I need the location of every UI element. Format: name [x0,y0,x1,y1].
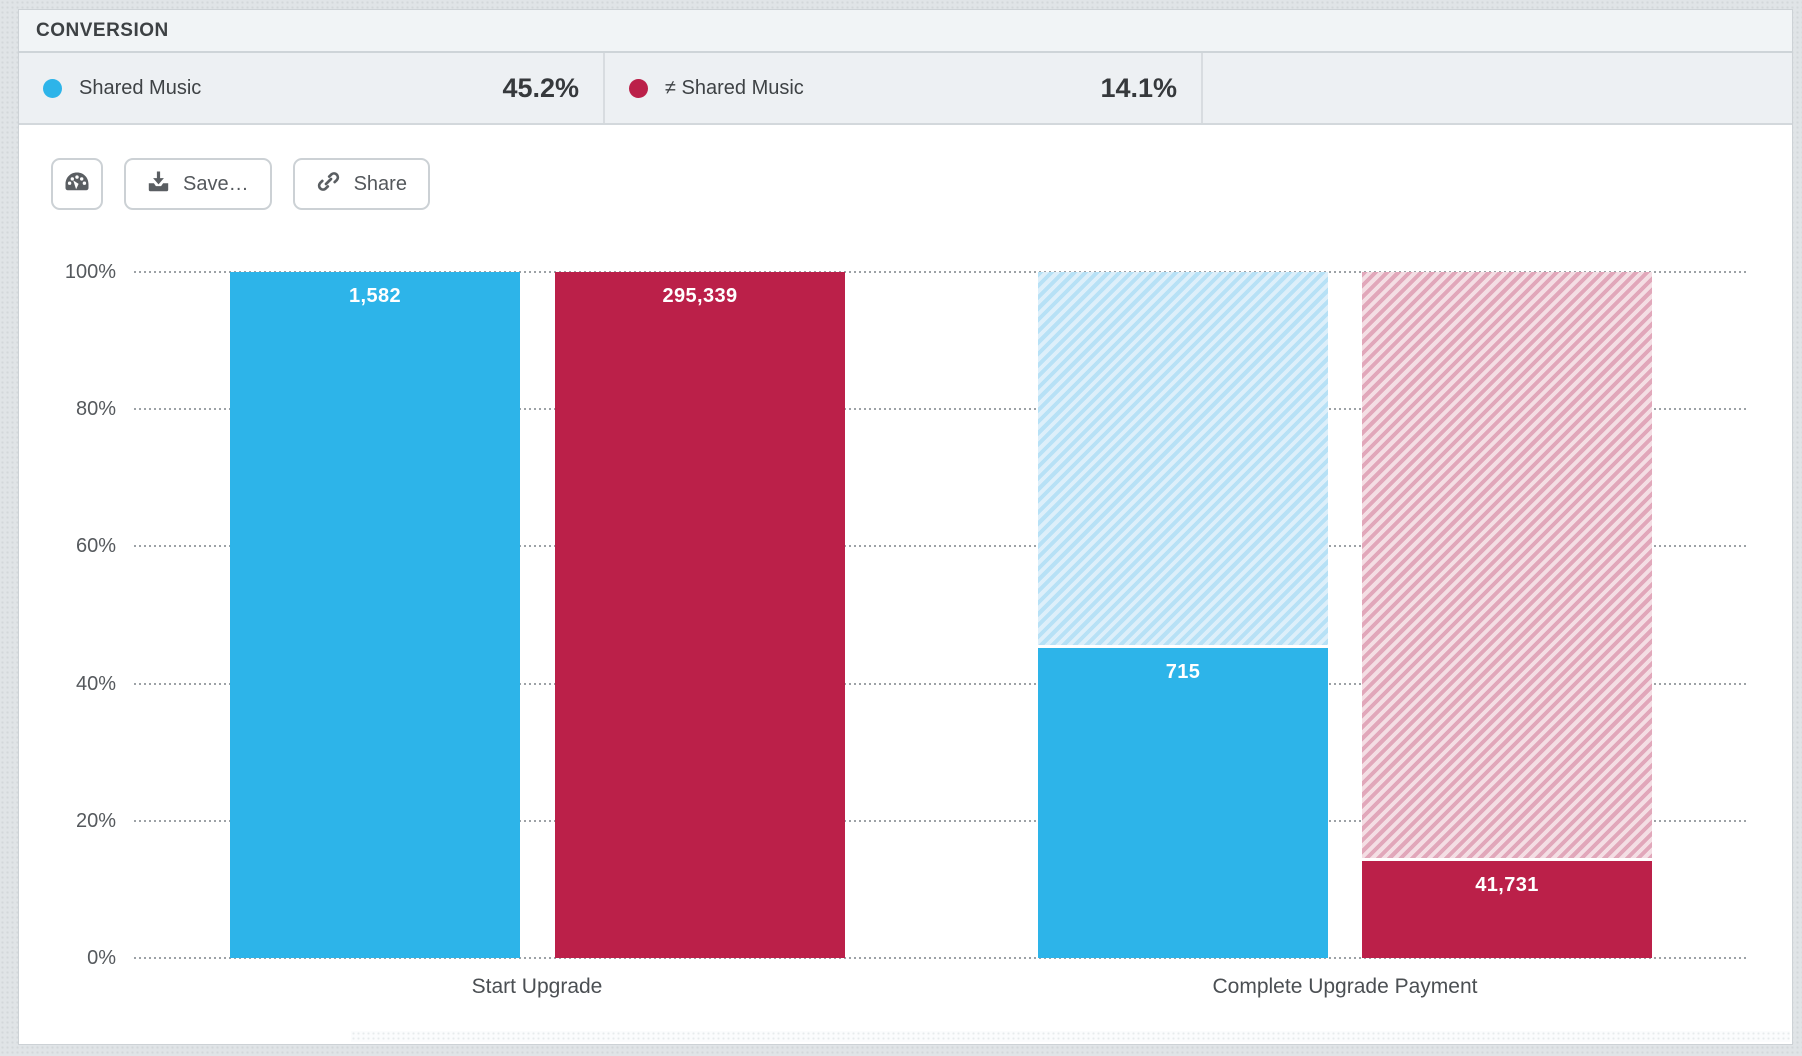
legend-row: Shared Music 45.2% ≠ Shared Music 14.1% [19,53,1792,125]
legend-item-label: ≠ Shared Music [665,76,804,99]
bar-segment[interactable]: 715 [1038,648,1328,958]
bar-remainder-hatch[interactable] [1038,272,1328,645]
share-button-label: Share [353,172,407,195]
legend-item-label: Shared Music [79,76,202,99]
panel-title: CONVERSION [36,19,169,41]
y-axis-tick-label: 0% [87,947,116,969]
link-icon [316,169,341,200]
gridline [134,545,1748,547]
y-axis-tick-label: 40% [75,673,116,695]
bar-segment[interactable]: 41,731 [1362,861,1652,958]
share-button[interactable]: Share [292,158,430,210]
y-axis-tick-label: 100% [64,261,116,283]
legend-color-dot [43,78,62,98]
x-axis-category-label: Complete Upgrade Payment [1212,975,1478,998]
y-axis-tick-label: 60% [75,535,116,557]
download-icon [147,170,170,199]
save-button-label: Save… [183,172,249,195]
bar-value-label: 715 [1165,661,1201,683]
bar-segment[interactable]: 295,339 [555,272,845,958]
gridline [134,408,1748,410]
legend-filler [1203,53,1792,123]
x-axis-category-label: Start Upgrade [471,975,603,998]
bottom-scroll-track[interactable] [351,1031,1790,1042]
legend-conversion-rate: 45.2% [502,72,579,103]
gridline [134,957,1748,959]
plot-area: 100% 80% 60% 40% 20% 0% 1,582 295,339 Start Upgr… [65,261,1748,998]
bar-value-label: 1,582 [348,285,402,307]
bar-value-label: 41,731 [1475,874,1539,896]
y-axis-tick-label: 80% [75,398,116,420]
legend-item[interactable]: ≠ Shared Music 14.1% [605,53,1203,123]
conversion-panel: CONVERSION Shared Music 45.2% ≠ Shared Mus… [18,9,1793,1045]
legend-item[interactable]: Shared Music 45.2% [19,53,605,123]
save-button[interactable]: Save… [124,158,272,210]
bar-remainder-hatch[interactable] [1362,272,1652,858]
bar-segment[interactable]: 1,582 [230,272,520,958]
gridline [134,820,1748,822]
gauge-icon [64,169,90,200]
legend-conversion-rate: 14.1% [1100,72,1177,103]
toolbar: Save… Share [51,158,430,210]
gauge-button[interactable] [51,158,103,210]
y-axis-tick-label: 20% [75,810,116,832]
legend-color-dot [629,78,648,98]
chart-section: Save… Share 100% 80% 60% 40% 20% 0% 1,582 295,3… [19,125,1792,1044]
gridline [134,271,1748,273]
bar-value-label: 295,339 [662,285,738,307]
panel-header: CONVERSION [19,10,1792,53]
gridline [134,683,1748,685]
